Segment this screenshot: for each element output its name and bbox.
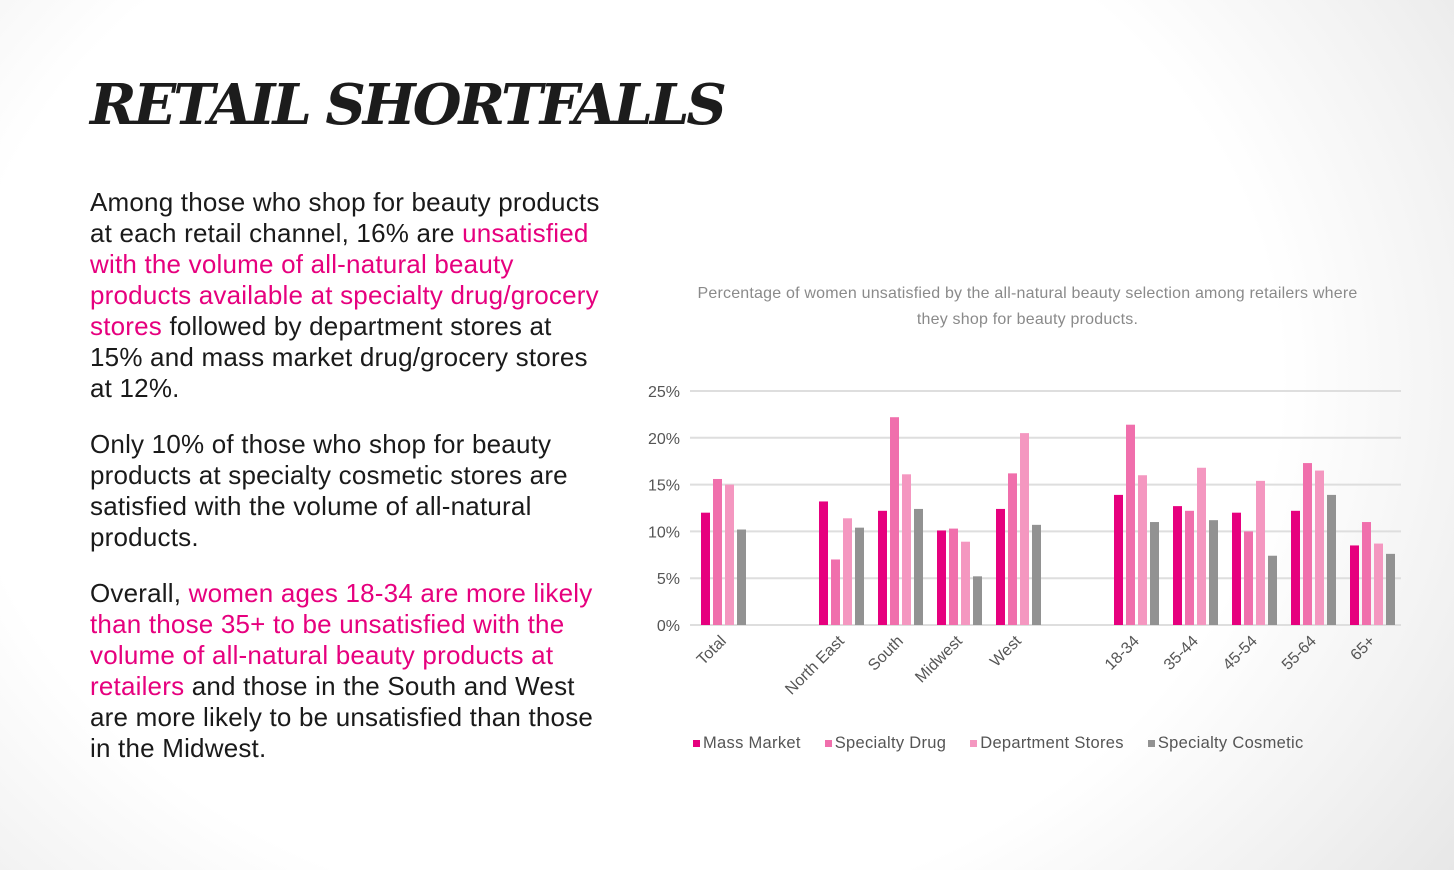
bar-mass-market <box>1232 512 1241 625</box>
bar-mass-market <box>701 512 710 625</box>
legend-label: Mass Market <box>703 734 801 752</box>
bar-department-stores <box>1374 543 1383 625</box>
bar-specialty-cosmetic <box>1268 555 1277 625</box>
legend-swatch <box>970 740 978 747</box>
paragraph: Among those who shop for beauty products… <box>90 187 600 404</box>
legend-swatch <box>1147 740 1155 747</box>
legend-item: Department Stores <box>970 734 1124 753</box>
body-text: Among those who shop for beauty products… <box>90 187 600 789</box>
bar-department-stores <box>1256 480 1265 625</box>
legend-swatch <box>824 740 832 747</box>
y-tick-label: 10% <box>648 524 680 541</box>
bar-mass-market <box>1350 545 1359 625</box>
bar-department-stores <box>1315 470 1324 625</box>
legend-label: Specialty Cosmetic <box>1157 734 1304 752</box>
bar-specialty-cosmetic <box>973 576 982 625</box>
bar-specialty-cosmetic <box>1386 553 1395 625</box>
bar-department-stores <box>1020 433 1029 625</box>
x-tick-label: South <box>865 633 907 675</box>
bar-mass-market <box>819 501 828 625</box>
bar-specialty-cosmetic <box>1209 520 1218 625</box>
bar-department-stores <box>961 541 970 625</box>
text-segment: and those in the South and West are more… <box>90 671 594 763</box>
x-tick-label: 45-54 <box>1220 633 1261 674</box>
bar-mass-market <box>878 510 887 625</box>
bar-specialty-cosmetic <box>737 529 746 625</box>
text-segment: Among those who shop for beauty products… <box>90 187 600 248</box>
legend-swatch <box>693 740 700 747</box>
bar-specialty-drug <box>831 559 840 625</box>
bar-mass-market <box>937 530 946 625</box>
paragraph: Overall, women ages 18-34 are more likel… <box>90 578 600 764</box>
bar-mass-market <box>1173 506 1182 625</box>
y-tick-label: 20% <box>648 431 680 448</box>
bar-specialty-cosmetic <box>1032 524 1041 625</box>
highlighted-text: women ages 18-34 are more likely than th… <box>90 578 593 701</box>
bar-specialty-drug <box>1126 424 1135 625</box>
text-segment: followed by department stores at 15% and… <box>90 311 588 403</box>
bar-specialty-drug <box>1244 531 1253 625</box>
bar-specialty-drug <box>890 417 899 625</box>
bar-specialty-drug <box>1303 463 1312 625</box>
bar-specialty-drug <box>949 528 958 625</box>
x-tick-label: 35-44 <box>1161 633 1202 674</box>
legend-item: Specialty Cosmetic <box>1147 734 1304 753</box>
x-tick-label: 18-34 <box>1102 633 1143 674</box>
x-tick-label: West <box>987 632 1025 670</box>
bar-specialty-cosmetic <box>1150 522 1159 625</box>
bar-department-stores <box>902 474 911 625</box>
bar-specialty-cosmetic <box>914 508 923 625</box>
bar-specialty-drug <box>1185 510 1194 625</box>
bar-mass-market <box>1291 510 1300 625</box>
bar-mass-market <box>1114 494 1123 625</box>
x-tick-label: Midwest <box>912 632 966 686</box>
legend-label: Department Stores <box>980 734 1124 752</box>
y-tick-label: 5% <box>657 571 680 588</box>
y-tick-label: 15% <box>648 478 680 495</box>
bar-department-stores <box>843 518 852 625</box>
y-tick-label: 0% <box>657 618 680 635</box>
bar-mass-market <box>996 508 1005 625</box>
highlighted-text: unsatisfied with the volume of all-natur… <box>90 218 599 341</box>
bar-department-stores <box>1197 467 1206 625</box>
legend-item: Specialty Drug <box>824 734 947 753</box>
bar-department-stores <box>725 484 734 625</box>
x-tick-label: North East <box>782 632 848 698</box>
x-tick-label: 65+ <box>1348 633 1379 664</box>
bar-specialty-cosmetic <box>1327 494 1336 625</box>
x-tick-label: Total <box>694 633 730 669</box>
chart-title: Percentage of women unsatisfied by the a… <box>697 285 1358 328</box>
y-tick-label: 25% <box>648 384 680 401</box>
chart-legend: Mass Market Specialty Drug Department Stor… <box>693 734 1304 753</box>
text-segment: Only 10% of those who shop for beauty pr… <box>90 429 568 552</box>
bar-specialty-drug <box>1362 522 1371 625</box>
paragraph: Only 10% of those who shop for beauty pr… <box>90 429 600 553</box>
bar-specialty-drug <box>1008 473 1017 625</box>
page-title: RETAIL SHORTFALLS <box>90 72 727 138</box>
legend-item: Mass Market <box>693 734 801 753</box>
bar-specialty-cosmetic <box>855 527 864 625</box>
bar-department-stores <box>1138 475 1147 625</box>
text-segment: Overall, <box>90 578 189 608</box>
bar-specialty-drug <box>713 478 722 625</box>
x-tick-label: 55-64 <box>1279 633 1320 674</box>
legend-label: Specialty Drug <box>834 734 947 752</box>
